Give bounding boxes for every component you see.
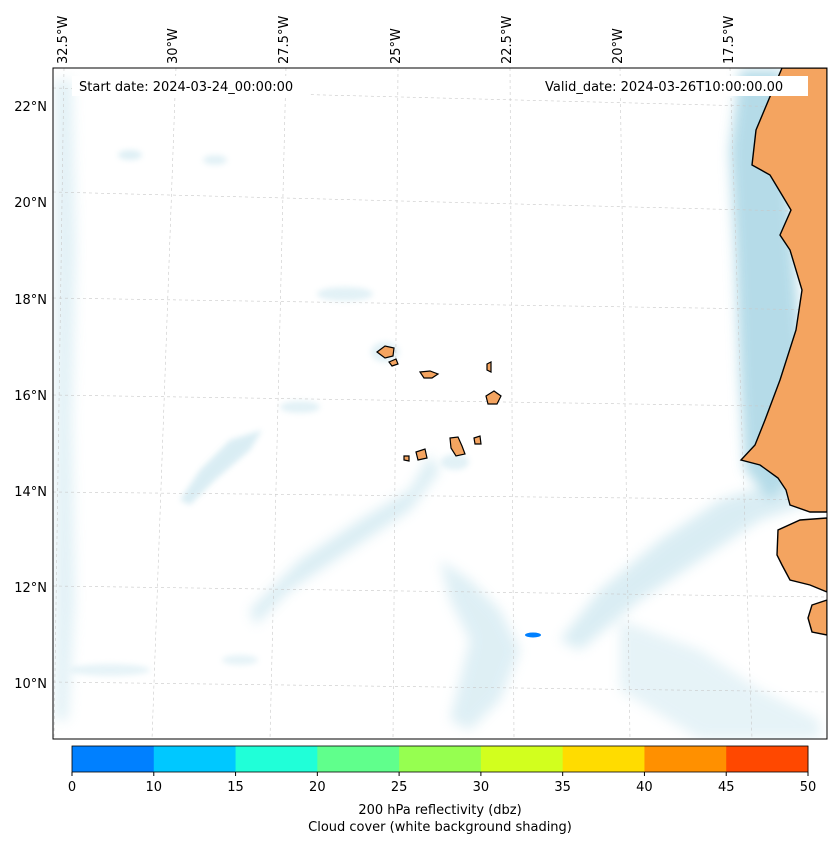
colorbar-tick-label: 20 [309,780,326,795]
colorbar-tick-label: 0 [68,780,76,795]
colorbar-tick-label: 15 [227,780,244,795]
cloud-patch-4 [203,155,227,165]
island-maio [473,435,482,445]
map-frame [52,67,828,740]
island-boa-vista [485,390,502,405]
colorbar: 0 10 15 20 25 30 35 40 45 50 [68,745,817,795]
lat-label: 16°N [14,389,47,404]
cloud-streak-2 [250,455,440,625]
colorbar-tick-label: 25 [391,780,408,795]
colorbar-segment [562,746,645,772]
colorbar-segment [72,746,155,772]
cloud-patch-2 [280,401,320,413]
colorbar-segment [480,746,564,772]
island-fogo [415,448,428,461]
lon-label: 27.5°W [277,16,292,64]
cloud-patch-3 [118,150,142,160]
cloud-streak-4 [560,470,820,650]
island-sao-vicente [388,358,399,367]
lon-label: 25°W [389,28,404,64]
lat-label: 12°N [14,581,47,596]
lon-label: 30°W [166,28,181,64]
latitude-labels: 22°N 20°N 18°N 16°N 14°N 12°N 10°N [14,100,47,692]
start-date-box [72,76,310,96]
colorbar-label: 200 hPa reflectivity (dbz) [358,803,521,818]
island-santo-antao [376,345,395,359]
island-brava [403,455,410,462]
cloud-streak-1 [180,430,262,505]
island-sao-nicolau [418,370,440,379]
cape-verde-islands [376,345,502,462]
island-santiago [449,436,466,457]
cloud-west-band [55,80,76,720]
colorbar-frame [71,745,809,773]
graticule [53,68,827,739]
colorbar-tick-label: 40 [636,780,653,795]
lat-label: 20°N [14,196,47,211]
map-panel: Start date: 2024-03-24_00:00:00 Valid_da… [53,68,827,739]
lon-label: 32.5°W [56,16,71,64]
lat-label: 14°N [14,485,47,500]
cloud-patch-6 [70,664,150,676]
cloud-patch-1 [317,287,373,301]
colorbar-segment [317,746,400,772]
colorbar-sublabel: Cloud cover (white background shading) [308,820,572,835]
colorbar-tick-label: 45 [718,780,735,795]
lon-label: 20°W [611,28,626,64]
cloud-patch-5 [222,655,258,665]
longitude-labels: 32.5°W 30°W 27.5°W 25°W 22.5°W 20°W 17.5… [56,16,737,64]
island-sal [486,361,492,373]
land-gambia-region [776,517,827,593]
colorbar-tick-label: 10 [146,780,163,795]
lat-label: 18°N [14,293,47,308]
colorbar-tick-label: 30 [473,780,490,795]
colorbar-segment [399,746,482,772]
colorbar-segment [153,746,237,772]
land-guinea-bissau [807,599,827,636]
start-date-label: Start date: 2024-03-24_00:00:00 [79,80,293,95]
colorbar-segment [726,746,809,772]
colorbar-segment [644,746,727,772]
lat-label: 22°N [14,100,47,115]
lat-label: 10°N [14,677,47,692]
cloud-streak-3 [440,560,520,730]
valid-date-label: Valid_date: 2024-03-26T10:00:00.00 [545,80,783,95]
lon-label: 17.5°W [722,16,737,64]
valid-date-box [540,76,808,96]
land-africa [739,68,827,513]
cloud-streak-5 [620,620,820,739]
colorbar-segment [235,746,318,772]
lon-label: 22.5°W [500,16,515,64]
colorbar-tick-label: 35 [554,780,571,795]
cloud-patch-8 [441,454,469,470]
ocean-background [53,68,827,739]
reflectivity-cell [525,632,541,638]
colorbar-tick-label: 50 [800,780,817,795]
